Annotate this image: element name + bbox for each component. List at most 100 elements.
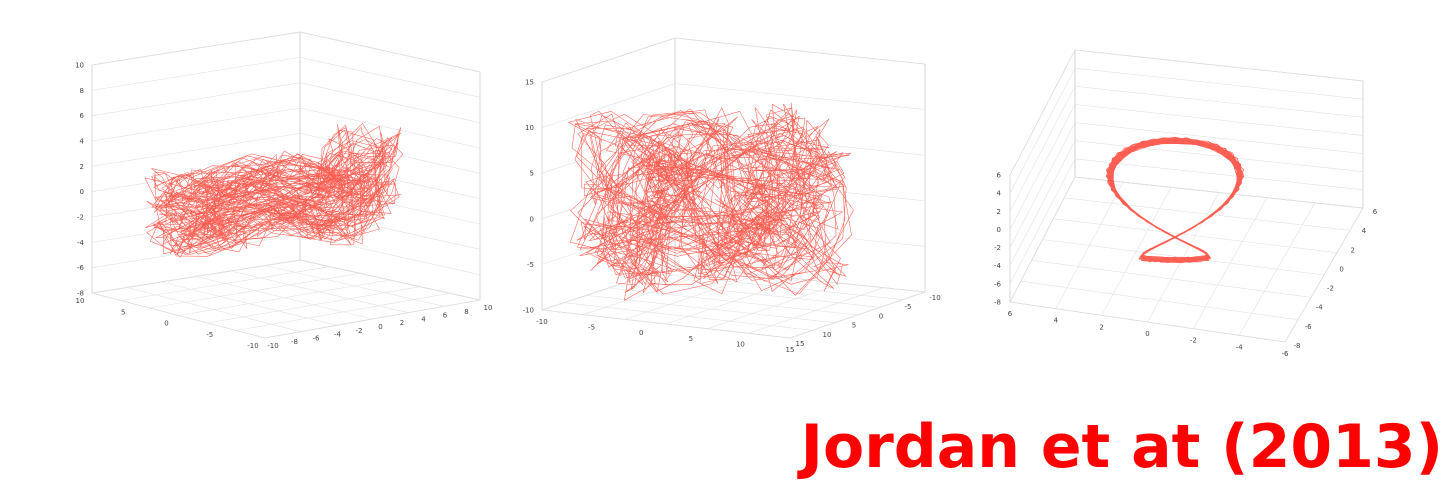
grid-line	[541, 37, 926, 83]
x-tick-label: -10	[247, 342, 258, 350]
z-tick-label: 5	[530, 170, 534, 178]
y-tick-label: 6	[443, 312, 448, 320]
y-tick-label: -8	[291, 338, 298, 346]
x-tick-label: 0	[1145, 330, 1149, 338]
grid-line	[1193, 197, 1268, 329]
x-tick-label: 10	[76, 297, 85, 305]
y-tick-label: 0	[1339, 265, 1343, 273]
x-tick-label: 5	[121, 308, 125, 316]
x-tick-label: 0	[164, 320, 168, 328]
z-tick-label: -6	[994, 280, 1002, 288]
y-tick-label: -2	[356, 327, 363, 335]
trajectory-line	[567, 102, 854, 301]
grid-line	[1284, 207, 1364, 343]
plot-3-svg: 6 4 2 0 -2 -4 -6 -8 6 4 2 0 -2 -4 -6 -8 -6 -4 -2 0 2 4 6	[994, 49, 1378, 358]
grid-line	[91, 133, 481, 174]
x-tick-label: -4	[1236, 343, 1244, 351]
grid-line	[236, 293, 451, 331]
grid-line	[91, 82, 481, 123]
grid-line	[1238, 202, 1316, 336]
y-tick-label: 2	[400, 319, 404, 327]
y-tick-label: 4	[421, 315, 426, 323]
y-tick-label: 0	[879, 312, 883, 320]
z-tick-label: 6	[997, 172, 1002, 180]
z-tick-label: -8	[994, 299, 1001, 307]
y-tick-label: 0	[378, 323, 382, 331]
y-tick-label: -10	[267, 342, 278, 350]
grid-line	[707, 283, 842, 329]
grid-line	[91, 57, 481, 98]
z-tick-label: 15	[525, 79, 534, 87]
grid-line	[630, 280, 881, 308]
trajectory-line	[144, 122, 404, 258]
x-tick-label: -6	[1282, 350, 1290, 358]
y-tick-label: 2	[1350, 246, 1354, 254]
grid-line	[608, 287, 858, 316]
z-tick-label: 2	[80, 163, 84, 171]
x-tick-label: -5	[206, 331, 213, 339]
x-tick-label: 10	[736, 340, 745, 348]
y-tick-label: 15	[796, 340, 805, 348]
back-wall-right	[299, 31, 481, 301]
trajectory-plot-2: 15 10 5 0 -5 -10 -10 -5 0 5 10 15 15 10 5 0 -5 -10	[520, 20, 950, 360]
x-tick-label: 2	[1099, 323, 1103, 331]
x-tick-label: -2	[1190, 337, 1197, 345]
grid-line	[1009, 104, 1364, 230]
z-tick-label: 2	[997, 208, 1001, 216]
floor	[541, 265, 926, 339]
z-tick-label: 10	[525, 124, 534, 132]
z-tick-label: 0	[997, 226, 1001, 234]
grid-line	[1009, 122, 1364, 248]
y-tick-label: -5	[905, 303, 912, 311]
grid-line	[91, 234, 481, 275]
z-tick-label: -10	[523, 307, 534, 315]
trajectory-line	[1105, 136, 1245, 264]
y-tick-label: -10	[929, 294, 940, 302]
z-tick-label: 10	[75, 62, 84, 70]
z-tick-label: -8	[77, 290, 84, 298]
y-tick-label: -2	[1327, 285, 1334, 293]
trajectory-plot-1: 10 8 6 4 2 0 -2 -4 -6 -8 10 5 0 -5 -10 -10 -8 -6 -4 -2 0 2 4 6 8…	[60, 20, 500, 360]
x-tick-label: 15	[786, 346, 795, 354]
z-tick-label: 8	[80, 87, 84, 95]
x-tick-label: 0	[639, 329, 643, 337]
y-tick-label: -6	[1305, 323, 1313, 331]
y-tick-label: 5	[852, 322, 856, 330]
trajectory-plot-3: 6 4 2 0 -2 -4 -6 -8 6 4 2 0 -2 -4 -6 -8 -6 -4 -2 0 2 4 6	[985, 20, 1385, 360]
z-tick-label: 0	[530, 215, 534, 223]
y-tick-label: -8	[1294, 342, 1301, 350]
grid-line	[91, 259, 481, 301]
grid-line	[265, 265, 445, 307]
z-tick-label: -4	[994, 262, 1002, 270]
z-tick-label: -6	[77, 264, 85, 272]
x-tick-label: -5	[588, 324, 595, 332]
citation-label: Jordan et at (2013)	[800, 412, 1443, 482]
floor	[91, 259, 481, 339]
x-tick-label: 5	[689, 335, 693, 343]
z-tick-label: -2	[77, 214, 84, 222]
z-tick-label: -5	[527, 261, 534, 269]
x-tick-label: 6	[1008, 310, 1013, 318]
z-tick-label: 6	[80, 112, 85, 120]
grid-line	[541, 220, 926, 265]
grid-line	[299, 259, 481, 301]
grid-line	[1009, 85, 1364, 212]
grid-line	[541, 83, 926, 128]
z-tick-label: -4	[77, 239, 85, 247]
back-wall-left	[1009, 49, 1076, 303]
z-tick-label: 4	[997, 190, 1002, 198]
z-tick-label: 4	[80, 138, 85, 146]
grid-line	[1009, 49, 1364, 176]
y-tick-label: -4	[334, 331, 342, 339]
grid-line	[748, 287, 884, 334]
y-tick-label: -4	[1316, 304, 1324, 312]
grid-line	[91, 31, 481, 73]
y-tick-label: 6	[1373, 208, 1378, 216]
y-tick-label: 4	[1362, 227, 1367, 235]
grid-line	[1009, 67, 1364, 194]
grid-line	[1009, 158, 1364, 284]
grid-line	[1064, 197, 1351, 231]
grid-line	[1009, 140, 1364, 266]
